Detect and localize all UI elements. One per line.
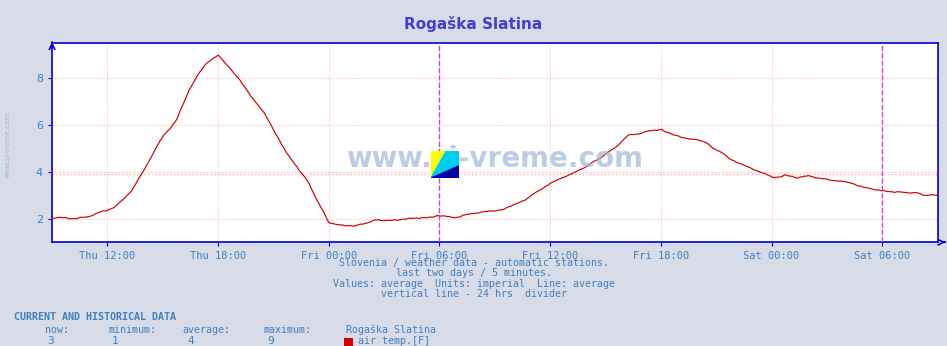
- Text: vertical line - 24 hrs  divider: vertical line - 24 hrs divider: [381, 289, 566, 299]
- Polygon shape: [431, 151, 447, 178]
- Text: 9: 9: [267, 336, 274, 346]
- Polygon shape: [431, 151, 459, 178]
- Text: Rogaška Slatina: Rogaška Slatina: [404, 16, 543, 31]
- Text: last two days / 5 minutes.: last two days / 5 minutes.: [396, 268, 551, 278]
- Text: Rogaška Slatina: Rogaška Slatina: [346, 325, 436, 335]
- Text: CURRENT AND HISTORICAL DATA: CURRENT AND HISTORICAL DATA: [14, 312, 176, 322]
- Text: Values: average  Units: imperial  Line: average: Values: average Units: imperial Line: av…: [332, 279, 615, 289]
- Text: www.si-vreme.com: www.si-vreme.com: [347, 145, 643, 173]
- Text: maximum:: maximum:: [263, 325, 312, 335]
- Text: www.si-vreme.com: www.si-vreme.com: [5, 112, 10, 179]
- Polygon shape: [431, 166, 459, 178]
- Text: average:: average:: [183, 325, 231, 335]
- Text: 3: 3: [47, 336, 54, 346]
- Text: 1: 1: [112, 336, 118, 346]
- Text: air temp.[F]: air temp.[F]: [358, 336, 430, 346]
- Text: now:: now:: [45, 325, 69, 335]
- Text: ■: ■: [343, 336, 354, 346]
- Text: Slovenia / weather data - automatic stations.: Slovenia / weather data - automatic stat…: [338, 258, 609, 268]
- Text: minimum:: minimum:: [109, 325, 157, 335]
- Text: 4: 4: [188, 336, 194, 346]
